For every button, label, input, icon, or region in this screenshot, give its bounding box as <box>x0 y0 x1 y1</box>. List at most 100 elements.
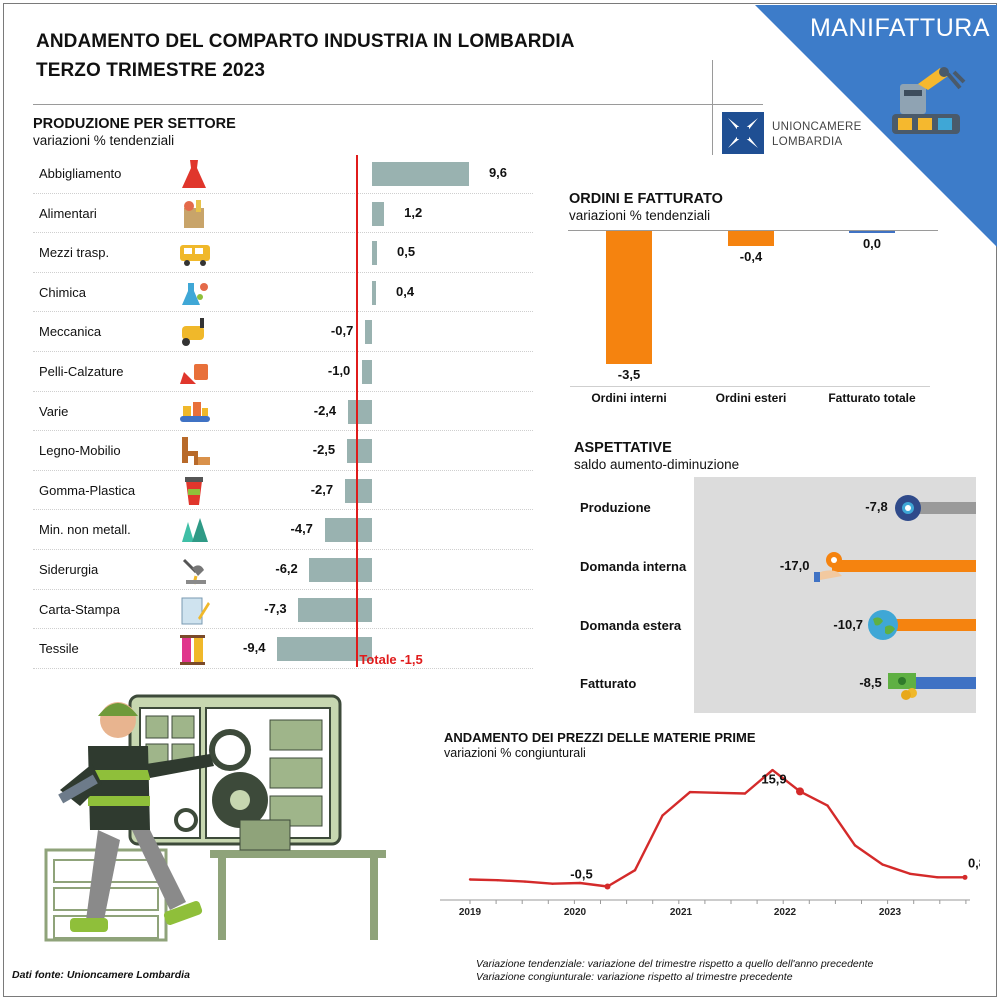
sector-value-label: 0,4 <box>396 283 415 299</box>
sector-value-label: 9,6 <box>488 165 508 180</box>
sector-value-label: -7,3 <box>264 600 287 616</box>
sector-row-divider <box>33 232 533 234</box>
worker-computer-illustration <box>44 694 386 942</box>
sector-row-divider <box>33 311 533 313</box>
compressor-icon <box>182 318 204 347</box>
money-icon <box>887 673 917 700</box>
prices-data-point <box>936 876 939 879</box>
prices-data-point <box>633 869 637 872</box>
logo-line1: UNIONCAMERE <box>772 121 862 133</box>
sector-label: Pelli-Calzature <box>39 364 124 379</box>
sector-value-label: -2,7 <box>310 481 334 497</box>
prices-point-label: 15,9 <box>761 771 786 786</box>
corner-badge <box>755 5 997 247</box>
globe-icon <box>868 610 899 640</box>
chemistry-flasks-icon <box>182 282 208 305</box>
expectation-label: Domanda estera <box>580 618 682 633</box>
orders-category-label: Ordini esteri <box>715 391 787 405</box>
prices-data-point <box>716 791 719 795</box>
expectations-panel <box>694 477 976 713</box>
crystals-icon <box>182 518 208 543</box>
sector-bar <box>277 637 372 662</box>
prices-subtitle: variazioni % congiunturali <box>444 746 586 760</box>
dress-icon <box>182 160 206 188</box>
sector-value-label: -6,2 <box>275 561 298 576</box>
expectation-value-label: -10,7 <box>833 617 864 632</box>
prices-data-point <box>853 844 857 847</box>
sector-bar <box>309 558 372 582</box>
sector-bar <box>361 360 372 384</box>
prices-year-label: 2021 <box>670 907 693 918</box>
header-divider <box>33 104 763 105</box>
total-label: Totale -1,5 <box>359 652 423 667</box>
sector-row-divider <box>33 509 533 511</box>
sector-bar <box>344 478 372 503</box>
sector-value-label: -2,5 <box>312 442 336 458</box>
grocery-bag-icon <box>184 199 204 228</box>
orders-value-label: 0,0 <box>862 236 882 251</box>
prices-year-label: 2023 <box>879 907 902 918</box>
sector-bar <box>372 280 377 305</box>
expectations-title: ASPETTATIVE <box>574 440 672 456</box>
bus-icon <box>180 245 210 267</box>
shoe-bag-icon <box>180 364 208 384</box>
ladle-icon <box>182 558 206 585</box>
logo-divider <box>712 60 713 155</box>
expectation-value-label: -7,8 <box>865 499 888 514</box>
page-title: ANDAMENTO DEL COMPARTO INDUSTRIA IN LOMB… <box>36 31 575 52</box>
expectation-bar <box>903 677 976 689</box>
prices-data-point <box>468 878 472 881</box>
orders-bar <box>849 231 895 233</box>
prices-min-marker <box>604 883 611 890</box>
production-subtitle: variazioni % tendenziali <box>33 133 175 148</box>
sector-row-divider <box>33 430 533 432</box>
page-subtitle: TERZO TRIMESTRE 2023 <box>36 60 265 81</box>
sector-label: Mezzi trasp. <box>39 245 110 261</box>
prices-year-label: 2020 <box>564 907 587 918</box>
sector-label: Legno-Mobilio <box>39 443 121 459</box>
prices-data-point <box>551 882 554 885</box>
orders-value-label: -0,4 <box>739 249 763 265</box>
prices-year-label: 2019 <box>459 907 482 918</box>
production-title: PRODUZIONE PER SETTORE <box>33 116 236 132</box>
prices-series-line <box>469 768 965 888</box>
sector-value-label: 0,5 <box>397 244 416 260</box>
sector-value-label: -4,7 <box>290 521 313 537</box>
sector-label: Siderurgia <box>39 562 99 577</box>
prices-data-point <box>826 804 829 807</box>
sector-bar <box>364 320 372 345</box>
sector-bar <box>372 162 469 186</box>
total-reference-line <box>356 155 359 667</box>
expectations-subtitle: saldo aumento-diminuzione <box>574 457 740 472</box>
sector-label: Gomma-Plastica <box>39 482 136 498</box>
sector-value-label: -2,4 <box>313 402 337 418</box>
sector-bar <box>346 439 372 464</box>
category-badge-text: MANIFATTURA <box>809 14 990 42</box>
orders-subtitle: variazioni % tendenziali <box>569 208 711 223</box>
thread-spools-icon <box>180 635 205 666</box>
infographic-frame <box>3 3 997 997</box>
sector-row-divider <box>33 628 533 630</box>
paper-pencil-icon <box>181 597 210 625</box>
sector-bar <box>324 518 372 543</box>
prices-peak-marker <box>796 787 804 796</box>
expectation-label: Domanda interna <box>580 559 687 574</box>
expectation-bar <box>909 502 976 514</box>
prices-data-point <box>496 878 499 882</box>
sector-bar <box>372 201 385 226</box>
sector-label: Meccanica <box>39 324 102 340</box>
footer-note-congiunturale: Variazione congiunturale: variazione ris… <box>476 971 793 983</box>
prices-data-point <box>908 872 912 875</box>
sector-value-label: -1,0 <box>327 363 351 378</box>
sector-value-label: -0,7 <box>330 323 354 339</box>
sector-value-label: -9,4 <box>243 640 266 656</box>
orders-category-label: Fatturato totale <box>828 391 916 405</box>
prices-data-point <box>578 881 582 885</box>
hand-cogs-icon <box>813 552 842 582</box>
sector-row-divider <box>33 667 533 669</box>
sector-value-label: 1,2 <box>404 204 423 220</box>
prices-point-label: -0,5 <box>570 867 592 882</box>
orders-baseline <box>568 230 938 231</box>
prices-data-point <box>661 814 664 817</box>
sector-bar <box>347 399 372 424</box>
